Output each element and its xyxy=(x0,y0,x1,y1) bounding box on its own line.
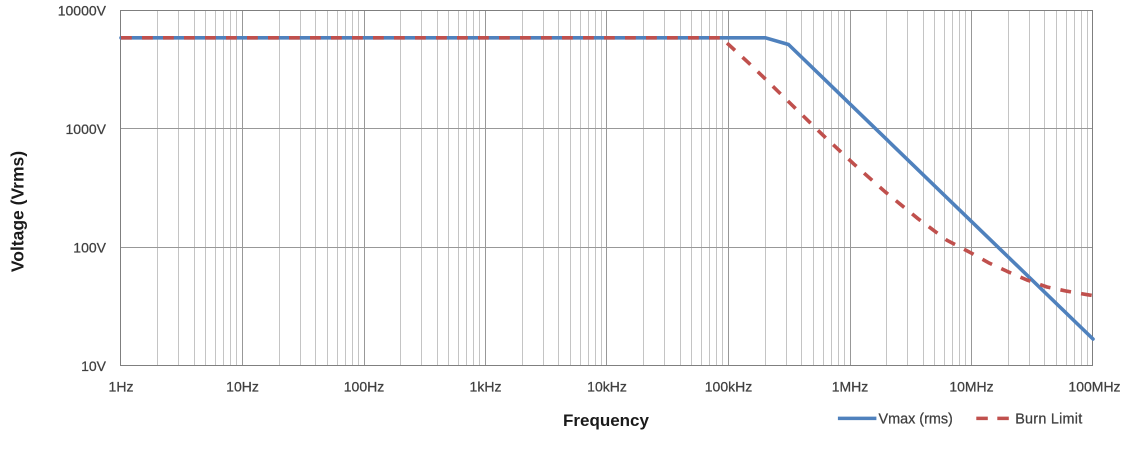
svg-text:Burn Limit: Burn Limit xyxy=(1015,411,1082,427)
svg-text:1kHz: 1kHz xyxy=(470,379,502,395)
svg-text:100MHz: 100MHz xyxy=(1068,379,1120,395)
svg-text:10000V: 10000V xyxy=(58,3,107,19)
svg-text:100V: 100V xyxy=(73,240,106,256)
svg-text:10Hz: 10Hz xyxy=(226,379,259,395)
svg-text:Vmax (rms): Vmax (rms) xyxy=(879,411,953,427)
svg-text:1000V: 1000V xyxy=(66,121,107,137)
svg-text:10MHz: 10MHz xyxy=(949,379,993,395)
svg-text:1MHz: 1MHz xyxy=(832,379,869,395)
svg-text:10V: 10V xyxy=(81,358,107,374)
svg-text:1Hz: 1Hz xyxy=(109,379,134,395)
svg-text:100kHz: 100kHz xyxy=(705,379,752,395)
svg-text:Frequency: Frequency xyxy=(563,411,650,430)
svg-text:Voltage (Vrms): Voltage (Vrms) xyxy=(8,151,28,272)
svg-text:100Hz: 100Hz xyxy=(344,379,384,395)
svg-text:10kHz: 10kHz xyxy=(587,379,627,395)
